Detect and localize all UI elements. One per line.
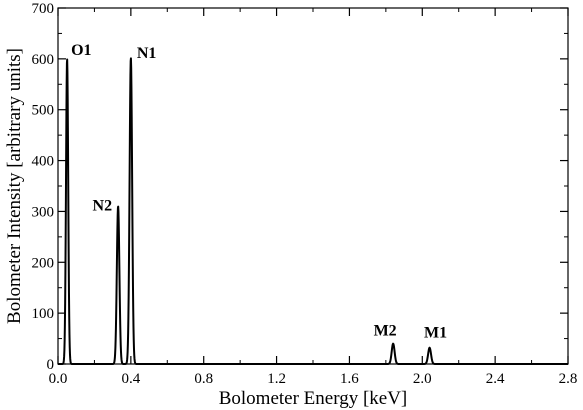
plot-area: 0.0 0.4 0.8 1.2 1.6 2.0 2.4 2.8 0 100 200 300 400 500… — [4, 1, 577, 409]
peak-label-n1: N1 — [137, 45, 157, 62]
y-tick-label: 100 — [32, 306, 55, 322]
x-tick-label: 0.8 — [194, 371, 213, 387]
y-tick-label: 700 — [32, 1, 55, 17]
peak-label-m1: M1 — [424, 325, 447, 342]
y-tick-label: 0 — [47, 357, 55, 373]
x-tick-label: 0.0 — [49, 371, 68, 387]
y-axis-label: Bolometer Intensity [arbitrary units] — [4, 48, 25, 324]
x-tick-label: 2.8 — [559, 371, 578, 387]
y-tick-label: 300 — [32, 204, 55, 220]
x-axis-label: Bolometer Energy [keV] — [219, 388, 408, 409]
plot-frame — [57, 7, 569, 365]
y-tick-label: 200 — [32, 255, 55, 271]
spectrum-line — [57, 57, 569, 365]
y-tick-label: 400 — [32, 154, 55, 170]
y-tick-label: 600 — [32, 52, 55, 68]
x-tick-label: 2.0 — [413, 371, 432, 387]
peak-label-n2: N2 — [93, 197, 113, 214]
peak-label-o1: O1 — [71, 42, 91, 59]
peak-label-m2: M2 — [374, 323, 397, 340]
x-tick-label: 1.6 — [340, 371, 359, 387]
x-tick-label: 0.4 — [121, 371, 140, 387]
x-tick-label: 1.2 — [267, 371, 286, 387]
x-tick-label: 2.4 — [486, 371, 505, 387]
y-tick-label: 500 — [32, 103, 55, 119]
